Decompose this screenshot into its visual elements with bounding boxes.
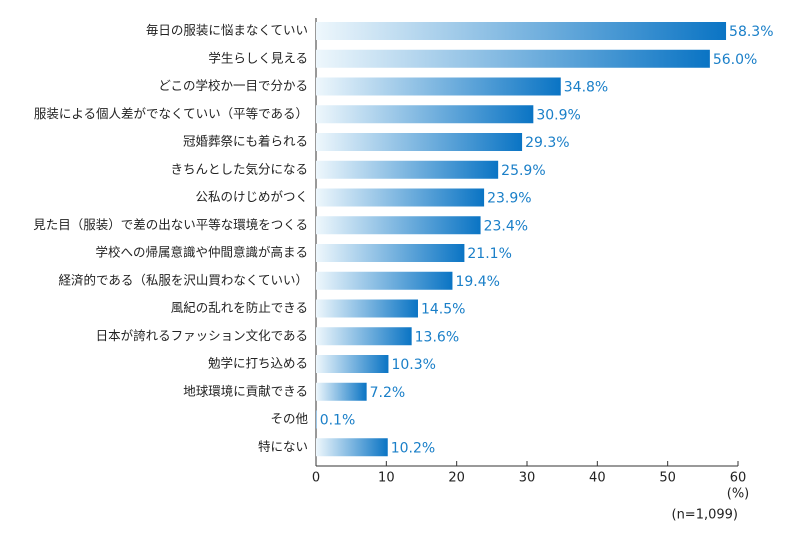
category-label: 風紀の乱れを防止できる	[171, 300, 308, 315]
bar	[316, 105, 534, 124]
bar	[316, 216, 481, 235]
bar	[316, 188, 485, 207]
bar	[316, 410, 317, 429]
bar	[316, 271, 453, 290]
value-label: 34.8%	[564, 80, 608, 96]
category-label: 公私のけじめがつく	[195, 189, 308, 204]
x-tick-label: 60	[730, 471, 747, 486]
value-label: 0.1%	[320, 413, 356, 429]
x-tick-label: 30	[519, 471, 536, 486]
category-label: 服装による個人差がでなくていい（平等である）	[34, 106, 308, 121]
value-label: 56.0%	[713, 52, 757, 68]
bar	[316, 49, 710, 68]
bar	[316, 299, 418, 318]
value-label: 23.9%	[487, 191, 531, 207]
bar	[316, 133, 523, 151]
bar	[316, 355, 389, 373]
value-label: 10.3%	[391, 357, 435, 373]
category-label: どこの学校か一目で分かる	[158, 78, 308, 93]
value-label: 10.2%	[391, 440, 435, 456]
category-label: 勉学に打ち込める	[208, 356, 308, 371]
value-label: 21.1%	[467, 246, 511, 262]
value-label: 14.5%	[421, 302, 465, 318]
category-label: きちんとした気分になる	[170, 161, 308, 176]
value-label: 23.4%	[484, 218, 528, 234]
value-label: 25.9%	[501, 163, 545, 179]
category-label: 毎日の服装に悩まなくていい	[146, 23, 308, 38]
value-label: 13.6%	[415, 329, 459, 345]
category-label: 特にない	[258, 439, 308, 454]
value-label: 7.2%	[370, 385, 406, 401]
x-unit: (%)	[727, 487, 750, 502]
x-tick-label: 10	[378, 471, 395, 486]
bar	[316, 438, 388, 457]
value-label: 58.3%	[729, 24, 773, 40]
x-tick-label: 50	[659, 471, 676, 486]
bar	[316, 160, 499, 179]
bar	[316, 22, 727, 40]
category-label: 冠婚葬祭にも着られる	[183, 134, 308, 149]
category-label: 学校への帰属意識や仲間意識が高まる	[95, 245, 308, 260]
bar	[316, 77, 561, 96]
category-label: その他	[270, 411, 308, 426]
bar	[316, 327, 412, 346]
category-label: 経済的である（私服を沢山買わなくていい）	[58, 272, 308, 287]
value-label: 29.3%	[525, 135, 569, 151]
category-label: 日本が誇れるファッション文化である	[96, 328, 308, 343]
x-tick-label: 0	[312, 471, 320, 486]
category-label: 学生らしく見える	[208, 50, 308, 65]
bar	[316, 244, 465, 262]
value-label: 19.4%	[455, 274, 499, 290]
x-tick-label: 20	[448, 471, 465, 486]
category-label: 地球環境に貢献できる	[183, 383, 308, 398]
category-label: 見た目（服装）で差の出ない平等な環境をつくる	[33, 217, 308, 232]
bar	[316, 382, 367, 401]
value-label: 30.9%	[536, 107, 580, 123]
x-tick-label: 40	[589, 471, 606, 486]
sample-note: (n=1,099)	[672, 508, 739, 523]
